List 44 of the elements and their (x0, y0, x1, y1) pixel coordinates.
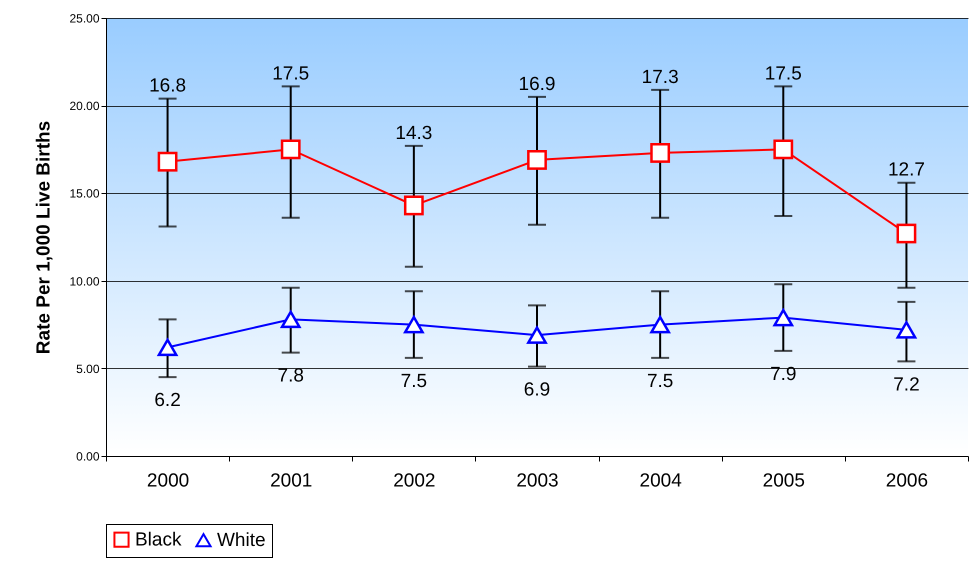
point (280, 310, 301, 328)
data-label: 6.9 (524, 380, 550, 401)
legend-label: Black (135, 530, 182, 551)
point (527, 150, 547, 170)
data-label: 14.3 (395, 122, 432, 144)
y-tick-label: 0.00 (76, 450, 100, 464)
x-tick-label: 2005 (762, 470, 805, 492)
data-label: 7.5 (646, 370, 674, 392)
data-label: 17.5 (764, 63, 802, 84)
point (527, 326, 547, 344)
x-tick-label: 2004 (640, 470, 682, 492)
data-label: 17.3 (642, 66, 679, 88)
point (158, 338, 178, 356)
legend-label: White (217, 530, 266, 552)
y-tick-label: 20.00 (69, 99, 100, 114)
x-tick-label: 2003 (516, 470, 559, 492)
point (896, 224, 916, 244)
point (280, 139, 301, 160)
y-axis-title: Rate Per 1,000 Live Births (33, 120, 54, 354)
point (896, 321, 916, 339)
data-label: 16.9 (518, 74, 556, 95)
x-tick-label: 2001 (270, 470, 312, 492)
data-label: 17.5 (272, 63, 310, 84)
y-tick-label: 15.00 (69, 186, 100, 201)
point (404, 316, 424, 334)
x-tick-label: 2006 (886, 470, 928, 492)
point (158, 152, 178, 172)
y-tick-label: 10.00 (69, 274, 100, 288)
y-tick-label: 5.00 (76, 362, 100, 376)
data-label: 7.5 (400, 370, 428, 392)
data-label: 7.2 (893, 374, 920, 396)
point (773, 139, 794, 160)
data-label: 7.8 (278, 366, 304, 387)
point (650, 316, 670, 334)
x-tick-label: 2000 (146, 470, 190, 492)
data-label: 16.8 (149, 76, 186, 97)
data-label: 6.2 (154, 390, 181, 412)
point (404, 196, 424, 216)
data-label: 12.7 (888, 160, 925, 181)
point (773, 308, 794, 326)
y-tick-label: 25.00 (69, 12, 100, 26)
data-label: 7.9 (770, 364, 796, 385)
point (650, 142, 670, 163)
x-tick-label: 2002 (393, 470, 436, 492)
